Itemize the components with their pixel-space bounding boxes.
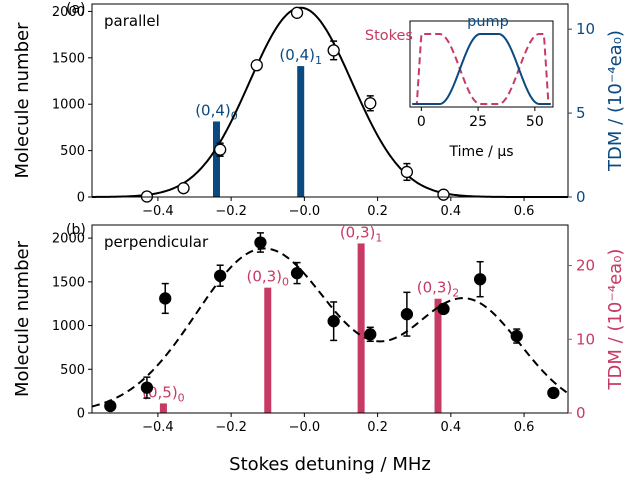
panel-annotation: perpendicular xyxy=(104,233,209,251)
pulse-pump xyxy=(412,33,551,105)
data-point xyxy=(140,381,154,394)
x-tick-label: −0.2 xyxy=(215,204,247,219)
y-tick-label: 1000 xyxy=(52,319,85,334)
bar-label-main: (0,4) xyxy=(279,46,315,64)
bar-label-sub: 0 xyxy=(178,391,185,404)
data-point xyxy=(547,386,560,400)
data-point xyxy=(510,329,523,343)
data-point xyxy=(250,59,263,72)
y-tick-label: 1500 xyxy=(52,275,85,290)
bar-label-sub: 1 xyxy=(375,231,382,244)
data-point xyxy=(214,143,227,156)
y-tick-label: 1500 xyxy=(52,51,85,66)
inset-x-tick-label: 25 xyxy=(469,114,487,130)
data-point xyxy=(104,399,117,413)
bar-label-main: (0,4) xyxy=(195,101,231,119)
data-point xyxy=(159,292,172,305)
data-point xyxy=(327,315,340,328)
bar-label-main: (0,3) xyxy=(340,223,376,241)
x-tick-label: −0.0 xyxy=(289,204,321,219)
y2-tick-label: 10 xyxy=(576,20,595,38)
tdm-bar xyxy=(212,121,220,197)
pulse-stokes xyxy=(412,33,551,105)
y2-tick-label: 5 xyxy=(576,104,586,122)
data-point xyxy=(214,269,227,282)
bar-label-sub: 1 xyxy=(315,54,322,67)
x-tick-label: 0.6 xyxy=(514,204,535,219)
plot-frame xyxy=(91,224,569,414)
panel-label: (b) xyxy=(66,222,86,238)
bar-label: (0,3)0 xyxy=(246,268,289,289)
inset-x-tick-label: 0 xyxy=(417,114,426,130)
fit-curve xyxy=(91,247,569,408)
bar-label-sub: 0 xyxy=(282,276,289,289)
y2-tick-label: 10 xyxy=(576,330,595,348)
data-point xyxy=(177,182,190,195)
bar-label: (0,4)1 xyxy=(279,46,322,67)
bar-label-sub: 2 xyxy=(452,287,459,300)
x-axis-label: Stokes detuning / MHz xyxy=(229,454,431,475)
y2-tick-label: 20 xyxy=(576,257,595,275)
inset-x-label: Time / μs xyxy=(448,144,513,160)
panel-b: (0,5)0(0,3)0(0,3)1(0,3)2−0.4 −0.2 −0.0 0.2 0… xyxy=(12,222,626,475)
inset-legend-pump: pump xyxy=(467,14,509,30)
x-tick-label: −0.4 xyxy=(142,420,174,435)
tdm-bar xyxy=(159,403,167,413)
tdm-bar xyxy=(297,66,305,198)
tdm-bar xyxy=(264,287,272,413)
data-point xyxy=(290,266,304,280)
x-tick-label: −0.0 xyxy=(289,420,321,435)
data-point xyxy=(400,308,414,321)
data-point xyxy=(400,165,414,179)
y2-axis-label: TDM / (10⁻⁴ea₀) xyxy=(605,30,626,172)
y2-axis-label: TDM / (10⁻⁴ea₀) xyxy=(605,249,626,391)
y-tick-label: 500 xyxy=(60,144,85,159)
bar-label: (0,3)1 xyxy=(340,223,383,244)
x-tick-label: −0.2 xyxy=(215,420,247,435)
y-tick-label: 500 xyxy=(60,363,85,378)
x-tick-label: 0.2 xyxy=(367,420,388,435)
data-point xyxy=(473,273,487,286)
data-point xyxy=(290,6,304,19)
y-axis-label: Molecule number xyxy=(12,22,33,179)
data-point xyxy=(364,328,377,341)
data-point xyxy=(437,302,450,316)
x-tick-label: −0.4 xyxy=(142,204,174,219)
y-tick-label: 1000 xyxy=(52,98,85,113)
tdm-bar xyxy=(357,243,365,413)
tdm-bar xyxy=(434,298,442,413)
bar-label-main: (0,3) xyxy=(417,279,453,297)
y2-tick-label: 0 xyxy=(576,188,586,206)
panel-annotation: parallel xyxy=(104,12,160,30)
data-point xyxy=(327,44,340,57)
inset-x-tick-label: 50 xyxy=(526,114,544,130)
data-point xyxy=(437,188,450,201)
inset-legend-stokes: Stokes xyxy=(365,28,413,44)
y-tick-label: 2000 xyxy=(52,232,85,247)
y2-tick-label: 0 xyxy=(576,404,586,422)
data-point xyxy=(364,97,377,110)
panel-a: (0,4)0(0,4)1−0.4 −0.2 −0.0 0.2 0.4 0.60500100… xyxy=(12,1,626,219)
y-tick-label: 2000 xyxy=(52,5,85,20)
y-axis-label: Molecule number xyxy=(12,240,33,397)
y-tick-label: 0 xyxy=(77,191,85,206)
bar-label: (0,3)2 xyxy=(417,279,460,300)
bar-label-main: (0,3) xyxy=(246,268,282,286)
panel-label: (a) xyxy=(66,1,86,17)
timing-inset: 0 25 50 Time / μs Stokes pump xyxy=(365,14,554,160)
y-tick-label: 0 xyxy=(77,407,85,422)
x-tick-label: 0.6 xyxy=(514,420,535,435)
plot-frame xyxy=(91,3,569,198)
data-point xyxy=(254,236,267,249)
x-tick-label: 0.4 xyxy=(440,420,461,435)
x-tick-label: 0.4 xyxy=(440,204,461,219)
x-tick-label: 0.2 xyxy=(367,204,388,219)
